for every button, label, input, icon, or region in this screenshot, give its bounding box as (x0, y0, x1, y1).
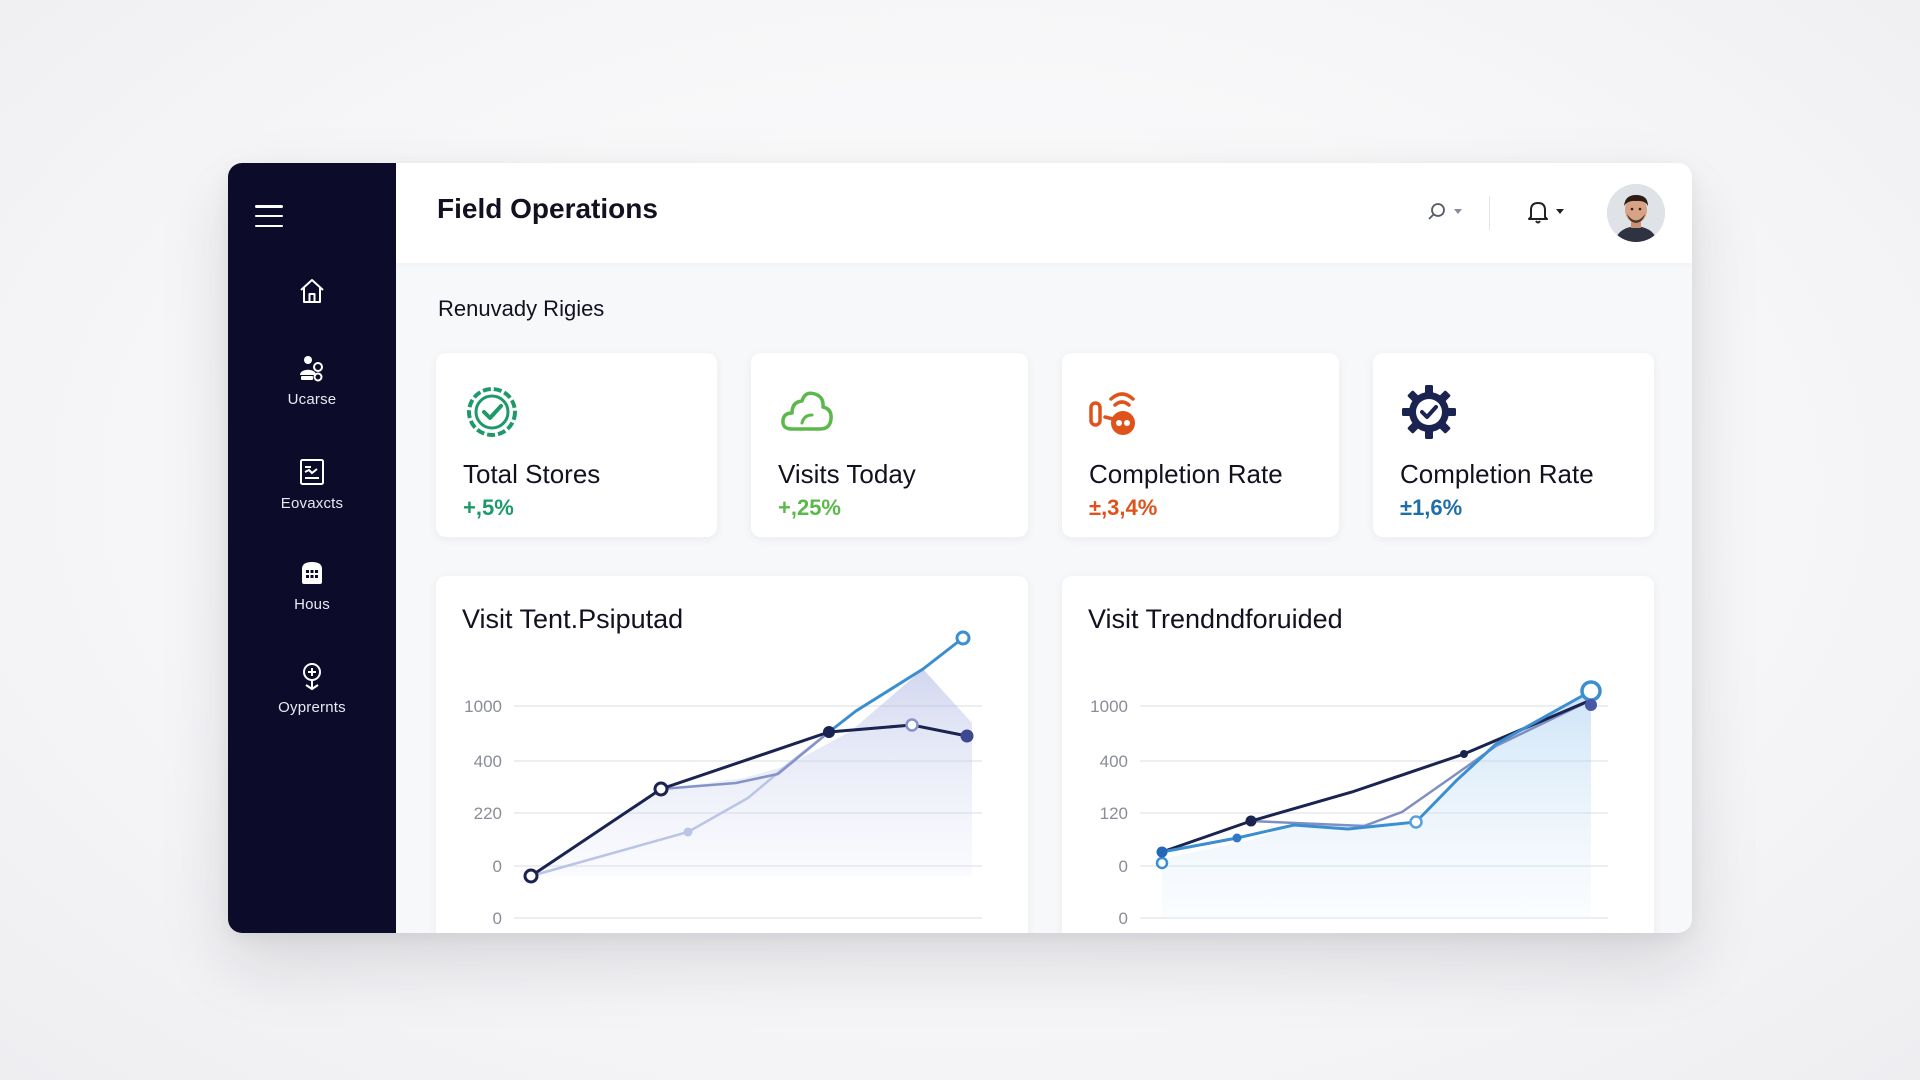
sidebar-item-label: Hous (294, 596, 330, 613)
sidebar-item-home[interactable] (228, 276, 396, 306)
stat-change: +,5% (463, 495, 514, 520)
y-tick-label: 0 (1119, 857, 1128, 876)
data-point[interactable] (1460, 750, 1468, 758)
data-point[interactable] (1580, 680, 1602, 702)
stat-title: Completion Rate (1089, 459, 1283, 489)
stat-title: Total Stores (463, 459, 601, 489)
sidebar-item-label: Oyprernts (278, 699, 346, 716)
y-tick-label: 0 (493, 857, 502, 876)
chevron-down-icon (1556, 209, 1564, 214)
area-fill (1162, 691, 1591, 918)
y-axis-ticks: 1000 400 220 0 0 (464, 697, 502, 928)
sidebar-item-users[interactable]: Ucarse (228, 353, 396, 408)
avatar-image (1607, 184, 1665, 242)
chevron-down-icon (1454, 209, 1462, 214)
store-icon (302, 562, 322, 584)
sidebar-item-stores[interactable]: Hous (228, 558, 396, 613)
stat-change: ±,3,4% (1089, 495, 1158, 520)
y-tick-label: 220 (474, 804, 502, 823)
sidebar-item-label: Ucarse (287, 391, 337, 408)
chart-title: Visit Tent.Psiputad (462, 604, 684, 634)
data-point[interactable] (1155, 856, 1169, 870)
stat-title: Completion Rate (1400, 459, 1594, 489)
top-bar: Field Operations (396, 163, 1692, 263)
user-avatar[interactable] (1607, 184, 1665, 242)
signal-icon (1089, 392, 1135, 435)
sidebar-item-reports[interactable]: Eovaxcts (228, 457, 396, 512)
stat-card[interactable]: Completion Rate ±1,6% (1373, 353, 1654, 537)
users-icon (300, 356, 323, 382)
y-tick-label: 1000 (1090, 697, 1128, 716)
stat-change: +,25% (778, 495, 841, 520)
data-point[interactable] (653, 781, 669, 797)
line-chart-2: 1000 400 120 0 0 (1090, 680, 1608, 928)
data-point[interactable] (905, 718, 919, 732)
data-point[interactable] (1245, 815, 1257, 827)
area-fill (531, 669, 972, 876)
section-title: Renuvady Rigies (438, 296, 605, 321)
home-icon (300, 279, 324, 303)
main-content: Field Operations (396, 163, 1692, 933)
stat-change: ±1,6% (1400, 495, 1463, 520)
app-window: Ucarse Eovaxcts Hous Oyprernts (228, 163, 1692, 933)
y-tick-label: 400 (474, 752, 502, 771)
series-blue (1160, 689, 1592, 863)
data-point[interactable] (1585, 699, 1597, 711)
notifications-button[interactable] (1526, 199, 1564, 225)
bell-icon (1528, 202, 1548, 224)
gear-check-icon (1402, 385, 1456, 439)
data-point[interactable] (823, 726, 835, 738)
sidebar: Ucarse Eovaxcts Hous Oyprernts (228, 163, 396, 933)
data-point[interactable] (955, 630, 971, 646)
data-point[interactable] (1232, 833, 1242, 843)
y-tick-label: 1000 (464, 697, 502, 716)
page-title: Field Operations (437, 193, 658, 224)
sidebar-item-label: Eovaxcts (280, 495, 344, 512)
search-button[interactable] (1426, 201, 1462, 223)
y-axis-ticks: 1000 400 120 0 0 (1090, 697, 1128, 928)
cloud-icon (781, 391, 833, 431)
search-icon (1428, 203, 1445, 220)
data-point[interactable] (1409, 815, 1423, 829)
data-point[interactable] (683, 827, 693, 837)
y-tick-label: 400 (1100, 752, 1128, 771)
data-point[interactable] (960, 729, 974, 743)
header-divider (1489, 196, 1490, 230)
check-badge-icon (467, 387, 517, 437)
chart-title: Visit Trendndforuided (1088, 604, 1343, 634)
stat-card[interactable]: Total Stores +,5% (436, 353, 717, 537)
sidebar-item-operations[interactable]: Oyprernts (228, 661, 396, 716)
stat-card[interactable]: Visits Today +,25% (751, 353, 1028, 537)
reports-icon (300, 459, 324, 485)
series-blue (828, 636, 964, 734)
data-point[interactable] (1156, 846, 1168, 858)
menu-toggle-icon[interactable] (255, 205, 283, 227)
location-icon (303, 663, 321, 691)
stat-title: Visits Today (778, 459, 916, 489)
y-tick-label: 0 (493, 909, 502, 928)
series-dark (1161, 698, 1592, 854)
line-chart-1: 1000 400 220 0 0 (464, 630, 982, 928)
y-tick-label: 0 (1119, 909, 1128, 928)
stat-card[interactable]: Completion Rate ±,3,4% (1062, 353, 1339, 537)
data-point[interactable] (523, 868, 539, 884)
chart-card-1: Visit Tent.Psiputad 1000 (436, 576, 1028, 933)
y-tick-label: 120 (1100, 804, 1128, 823)
chart-card-2: Visit Trendndforuided 1000 (1062, 576, 1654, 933)
